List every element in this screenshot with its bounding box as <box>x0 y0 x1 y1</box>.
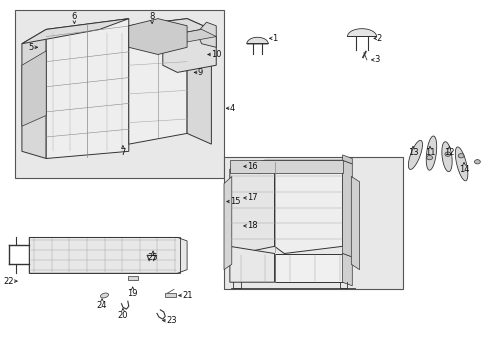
Text: 17: 17 <box>246 193 257 202</box>
Polygon shape <box>229 160 274 253</box>
Text: 2: 2 <box>376 34 381 43</box>
Text: 19: 19 <box>127 289 138 298</box>
Polygon shape <box>274 160 342 253</box>
Polygon shape <box>163 30 216 72</box>
Polygon shape <box>342 253 351 286</box>
Text: 12: 12 <box>443 148 454 157</box>
Polygon shape <box>407 140 422 170</box>
Polygon shape <box>229 246 274 282</box>
Polygon shape <box>350 176 359 270</box>
Polygon shape <box>22 51 46 126</box>
Text: 21: 21 <box>182 291 192 300</box>
Text: 8: 8 <box>149 13 155 22</box>
Polygon shape <box>22 30 46 158</box>
Polygon shape <box>196 22 216 47</box>
Polygon shape <box>128 19 187 144</box>
Text: 15: 15 <box>229 197 240 206</box>
Polygon shape <box>22 19 128 44</box>
Polygon shape <box>165 293 176 297</box>
Polygon shape <box>342 160 351 257</box>
Text: 1: 1 <box>271 34 277 43</box>
Circle shape <box>444 152 450 156</box>
Polygon shape <box>127 276 137 280</box>
Polygon shape <box>187 19 211 144</box>
Polygon shape <box>128 19 211 37</box>
Polygon shape <box>454 147 467 181</box>
Polygon shape <box>163 30 216 44</box>
Text: 7: 7 <box>120 148 125 157</box>
Bar <box>15 10 223 178</box>
Polygon shape <box>441 142 451 172</box>
Text: 11: 11 <box>424 148 434 157</box>
Text: 14: 14 <box>458 165 468 174</box>
Text: 5: 5 <box>29 43 34 52</box>
Polygon shape <box>274 253 342 282</box>
Polygon shape <box>128 19 187 54</box>
Polygon shape <box>29 237 187 273</box>
Text: 22: 22 <box>3 276 14 285</box>
Circle shape <box>457 154 463 158</box>
Polygon shape <box>346 29 376 37</box>
Circle shape <box>426 156 431 160</box>
Polygon shape <box>229 160 342 173</box>
Polygon shape <box>46 19 128 158</box>
Bar <box>223 157 403 289</box>
Text: 20: 20 <box>118 311 128 320</box>
Text: 6: 6 <box>72 13 77 22</box>
Text: 16: 16 <box>246 162 257 171</box>
Text: 3: 3 <box>373 55 379 64</box>
Polygon shape <box>426 136 436 170</box>
Polygon shape <box>246 37 268 44</box>
Text: 25: 25 <box>147 253 158 262</box>
Text: 13: 13 <box>407 148 417 157</box>
Text: 23: 23 <box>166 316 177 325</box>
Bar <box>29 237 180 273</box>
Circle shape <box>473 159 479 164</box>
Ellipse shape <box>100 293 108 298</box>
Text: 18: 18 <box>246 221 257 230</box>
Text: 24: 24 <box>97 301 107 310</box>
Polygon shape <box>224 176 231 270</box>
Text: 9: 9 <box>197 68 203 77</box>
Text: 4: 4 <box>229 104 235 113</box>
Text: 10: 10 <box>211 50 222 59</box>
Polygon shape <box>342 155 351 164</box>
